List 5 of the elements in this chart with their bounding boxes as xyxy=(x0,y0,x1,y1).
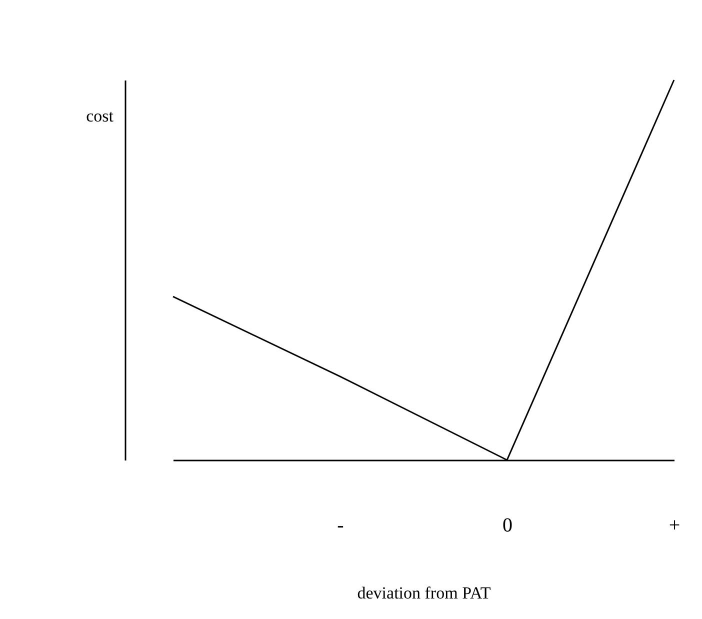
x-tick-label: 0 xyxy=(502,514,512,536)
x-tick-label: - xyxy=(337,514,344,536)
x-tick-label: + xyxy=(668,514,680,536)
x-axis-title: deviation from PAT xyxy=(357,584,492,602)
y-axis-title: cost xyxy=(86,106,114,126)
